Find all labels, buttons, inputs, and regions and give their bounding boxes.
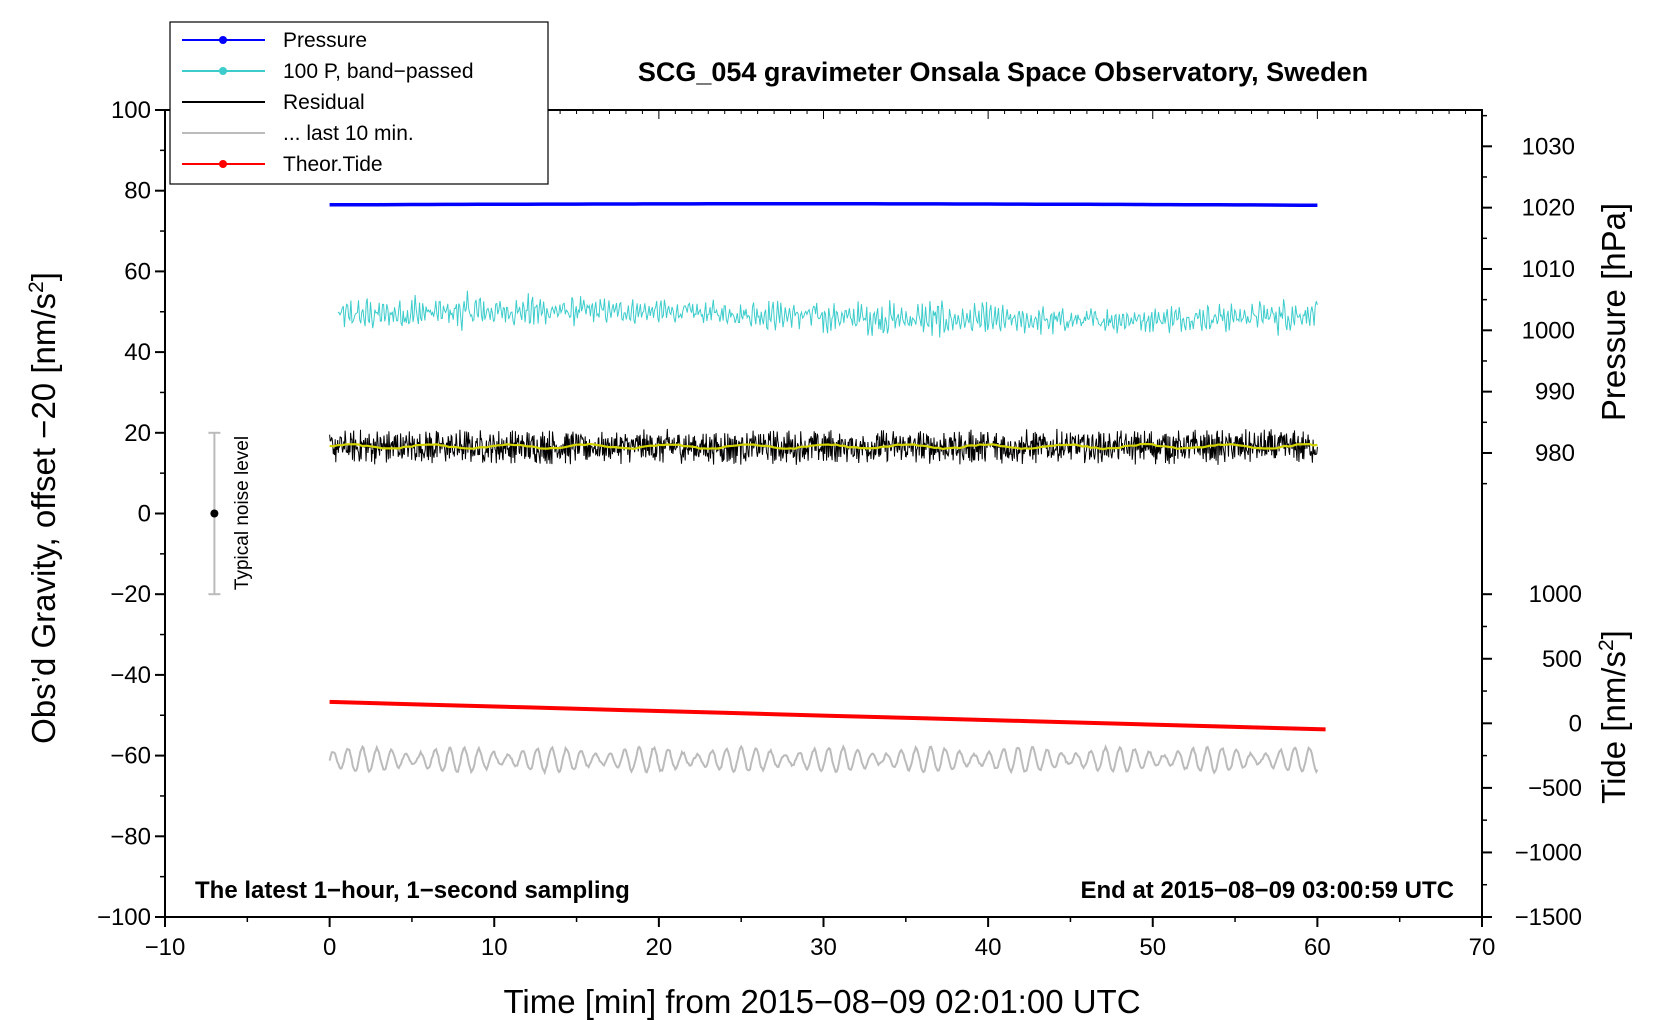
x-tick-label: 10 xyxy=(481,934,508,961)
legend-marker xyxy=(219,36,227,44)
legend: Pressure 100 P, band−passed Residual ... la… xyxy=(169,21,549,185)
series-residual-smoothed-line xyxy=(329,442,1318,451)
annotation-bottom-left: The latest 1−hour, 1−second sampling xyxy=(195,877,630,904)
pressure-tick-label: 1010 xyxy=(1522,256,1575,283)
legend-label: Residual xyxy=(283,91,365,114)
y-tick-label: −80 xyxy=(110,823,151,850)
x-tick-label: 70 xyxy=(1469,934,1496,961)
y-axis-right-tide-label-main: Tide [nm/s xyxy=(1595,651,1632,804)
series-pressure-line xyxy=(329,202,1318,207)
x-tick-label: 60 xyxy=(1304,934,1331,961)
y-axis-left-label-sup: 2 xyxy=(25,281,48,293)
y-tick-label: −20 xyxy=(110,581,151,608)
y-tick-label: 20 xyxy=(124,420,151,447)
x-tick-label: 20 xyxy=(646,934,673,961)
legend-label: Theor.Tide xyxy=(283,153,383,176)
pressure-tick-label: 990 xyxy=(1535,379,1575,406)
y-tick-label: −60 xyxy=(110,743,151,770)
series-layer xyxy=(328,202,1326,776)
y-axis-right-pressure: 980 990 1000 1010 1020 1030 xyxy=(1482,114,1575,485)
x-tick-label: 0 xyxy=(323,934,336,961)
series-last-10-min-line xyxy=(328,744,1319,776)
tide-tick-label: 0 xyxy=(1569,710,1582,737)
y-tick-label: −100 xyxy=(97,904,151,931)
series-residual-line xyxy=(329,428,1318,465)
noise-level-label: Typical noise level xyxy=(232,436,253,590)
y-tick-label: 80 xyxy=(124,178,151,205)
legend-label: Pressure xyxy=(283,29,367,52)
y-axis-right-tide-label-end: ] xyxy=(1595,630,1632,639)
plot-frame xyxy=(164,109,1483,918)
y-axis-right-pressure-label: Pressure [hPa] xyxy=(1595,203,1632,421)
pressure-tick-label: 1000 xyxy=(1522,317,1575,344)
x-axis-label: Time [min] from 2015−08−09 02:01:00 UTC xyxy=(503,983,1140,1020)
noise-level-bar xyxy=(208,431,221,596)
y-tick-label: −40 xyxy=(110,662,151,689)
legend-label: 100 P, band−passed xyxy=(283,60,474,83)
tide-tick-label: 1000 xyxy=(1529,581,1582,608)
x-tick-label: 40 xyxy=(975,934,1002,961)
tide-tick-label: 500 xyxy=(1542,646,1582,673)
tide-tick-label: −1000 xyxy=(1515,839,1582,866)
x-axis: −10 0 10 20 30 40 50 60 70 xyxy=(145,917,1496,961)
legend-marker xyxy=(219,160,227,168)
x-tick-label: −10 xyxy=(145,934,186,961)
y-axis-left-label-main: Obs’d Gravity, offset −20 [nm/s xyxy=(25,293,62,744)
series-theor-tide-line xyxy=(329,699,1326,732)
x-tick-label: 30 xyxy=(810,934,837,961)
pressure-tick-label: 980 xyxy=(1535,440,1575,467)
legend-label: ... last 10 min. xyxy=(283,122,414,145)
y-tick-label: 100 xyxy=(111,97,151,124)
y-axis-left-label: Obs’d Gravity, offset −20 [nm/s2] xyxy=(25,272,62,744)
y-axis-left-label-end: ] xyxy=(25,272,62,281)
legend-marker xyxy=(219,67,227,75)
tide-tick-label: −1500 xyxy=(1515,904,1582,931)
y-axis-right-tide-label: Tide [nm/s2] xyxy=(1595,630,1632,804)
y-tick-label: 0 xyxy=(138,501,151,528)
tide-tick-label: −500 xyxy=(1528,775,1582,802)
noise-bar-center-dot xyxy=(210,509,219,518)
series-band-passed-line xyxy=(337,290,1318,338)
y-axis-right-tide-label-sup: 2 xyxy=(1595,639,1618,651)
annotation-bottom-right: End at 2015−08−09 03:00:59 UTC xyxy=(1080,877,1454,904)
pressure-tick-label: 1020 xyxy=(1522,195,1575,222)
y-tick-label: 60 xyxy=(124,258,151,285)
chart-title: SCG_054 gravimeter Onsala Space Observat… xyxy=(638,57,1368,87)
y-tick-label: 40 xyxy=(124,339,151,366)
y-axis-right-tide: −1500 −1000 −500 0 500 1000 xyxy=(1482,581,1582,931)
x-tick-label: 50 xyxy=(1139,934,1166,961)
y-axis-left: −100 −80 −60 −40 −20 0 20 40 60 80 100 xyxy=(97,97,165,931)
pressure-tick-label: 1030 xyxy=(1522,133,1575,160)
